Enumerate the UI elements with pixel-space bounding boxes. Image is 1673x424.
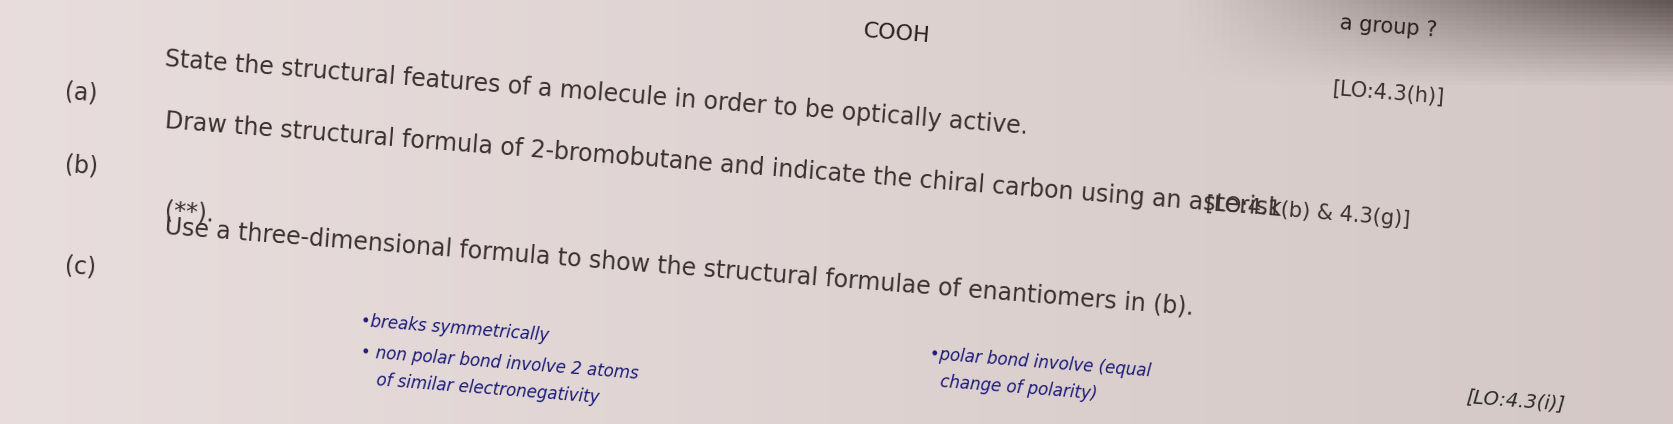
- Text: Use a three-dimensional formula to show the structural formulae of enantiomers i: Use a three-dimensional formula to show …: [164, 215, 1195, 320]
- Text: COOH: COOH: [862, 21, 930, 46]
- Text: [LO:4.3(i)]: [LO:4.3(i)]: [1464, 387, 1564, 414]
- Text: • non polar bond involve 2 atoms: • non polar bond involve 2 atoms: [360, 343, 639, 382]
- Text: State the structural features of a molecule in order to be optically active.: State the structural features of a molec…: [164, 47, 1029, 139]
- Text: (c): (c): [64, 254, 97, 280]
- Text: change of polarity): change of polarity): [929, 372, 1097, 404]
- Text: [LO:4.3(h)]: [LO:4.3(h)]: [1330, 79, 1444, 108]
- Text: (b): (b): [64, 152, 99, 179]
- Text: of similar electronegativity: of similar electronegativity: [360, 370, 599, 406]
- Text: [LO:4.1(b) & 4.3(g)]: [LO:4.1(b) & 4.3(g)]: [1205, 194, 1410, 230]
- Text: a group ?: a group ?: [1338, 13, 1437, 40]
- Text: •breaks symmetrically: •breaks symmetrically: [360, 312, 549, 345]
- Text: (**).: (**).: [164, 198, 216, 226]
- Text: •polar bond involve (equal: •polar bond involve (equal: [929, 345, 1151, 380]
- Text: (a): (a): [64, 80, 99, 106]
- Text: Draw the structural formula of 2-bromobutane and indicate the chiral carbon usin: Draw the structural formula of 2-bromobu…: [164, 109, 1282, 221]
